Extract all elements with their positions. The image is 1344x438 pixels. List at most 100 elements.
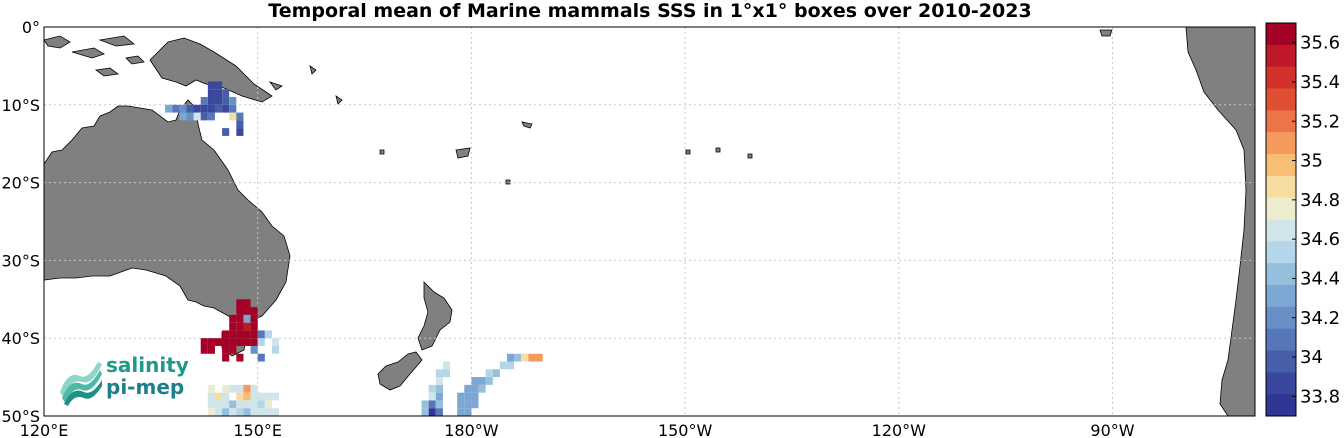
sss-box (207, 408, 215, 416)
sss-box (229, 112, 237, 121)
sss-box (207, 384, 215, 393)
wave-logo-icon (60, 362, 102, 406)
sss-box (514, 353, 522, 362)
sss-box (165, 104, 173, 113)
colorbar-swatch (1266, 306, 1296, 330)
sss-box (236, 384, 244, 393)
sss-box (257, 353, 265, 362)
sss-box (243, 330, 251, 339)
colorbar-swatch (1266, 23, 1296, 46)
sss-box (214, 97, 223, 105)
sss-box (236, 400, 244, 409)
sss-box (421, 408, 429, 416)
sss-box (186, 104, 194, 113)
colorbar-swatch (1266, 132, 1296, 155)
sss-box (222, 400, 230, 409)
sss-box (250, 392, 258, 401)
sss-box (236, 338, 244, 346)
colorbar-swatch (1266, 175, 1296, 199)
lat-tick-label: 10°S (1, 96, 40, 115)
sss-box (243, 392, 251, 401)
sss-box (421, 400, 429, 409)
colorbar-tick-label: 34 (1300, 347, 1323, 368)
sss-box (207, 97, 215, 105)
sss-box (222, 392, 230, 401)
sss-box (200, 338, 208, 346)
colorbar-frame (1265, 22, 1297, 417)
sss-box (243, 307, 251, 315)
colorbar-tick-label: 35.6 (1300, 33, 1340, 54)
sss-box (222, 330, 230, 339)
sss-box (214, 392, 223, 401)
colorbar-swatch (1266, 394, 1296, 417)
new-guinea-island (149, 37, 273, 103)
colorbar-tick-label: 33.8 (1300, 386, 1340, 407)
sss-box (257, 330, 265, 339)
sss-box (257, 408, 265, 416)
logo-text-pi-mep: pi-mep (106, 375, 185, 399)
sss-box (193, 112, 201, 121)
sss-box (435, 377, 443, 385)
sss-box (464, 400, 472, 409)
longitude-tick-labels: 120°E 150°E 180°W 150°W 120°W 90°W (20, 421, 1135, 438)
sss-box (471, 392, 479, 401)
sss-box (464, 408, 472, 416)
sss-box (457, 392, 465, 401)
sss-box (250, 338, 258, 346)
latitude-tick-labels: 0° 10°S 20°S 30°S 40°S 50°S (1, 18, 40, 426)
logo-text-salinity: salinity (106, 353, 189, 377)
sss-box (236, 392, 244, 401)
sss-box (222, 338, 230, 346)
sss-box (200, 345, 208, 354)
sss-box (471, 400, 479, 409)
sss-box (250, 307, 258, 315)
sss-box (236, 330, 244, 339)
lat-tick-label: 0° (22, 18, 40, 37)
colorbar-tick-label: 35.4 (1300, 72, 1340, 93)
sss-box (207, 81, 215, 90)
sss-box (236, 307, 244, 315)
sss-box (457, 408, 465, 416)
colorbar-swatch (1266, 154, 1296, 177)
sss-box-layer (165, 81, 543, 416)
colorbar-swatch (1266, 285, 1296, 308)
sss-box (478, 384, 486, 393)
lon-tick-label: 180°W (444, 421, 499, 438)
sss-box (435, 408, 443, 416)
sss-box (243, 408, 251, 416)
sss-box (535, 353, 543, 362)
lat-tick-label: 20°S (1, 174, 40, 193)
sss-box (257, 392, 265, 401)
sss-box (250, 384, 258, 393)
sss-box (264, 330, 272, 339)
sss-box (271, 345, 280, 354)
sss-box (442, 369, 451, 378)
tropical-pacific-islands (268, 29, 1113, 105)
sss-box (207, 345, 215, 354)
sss-box (236, 408, 244, 416)
sss-box (214, 400, 223, 409)
sss-box (172, 104, 180, 113)
sss-box (229, 322, 237, 331)
lon-tick-label: 90°W (1090, 421, 1134, 438)
sss-box (243, 299, 251, 308)
colorbar-swatch (1266, 372, 1296, 395)
sss-box (471, 377, 479, 385)
sss-box (485, 377, 493, 385)
sss-box (229, 384, 237, 393)
sss-box (229, 345, 237, 354)
lon-tick-label: 120°W (872, 421, 927, 438)
colorbar-tick-labels: 35.6 35.4 35.2 35 34.8 34.6 34.4 34.2 34 33.8 (1292, 33, 1340, 407)
sss-box (464, 384, 472, 393)
sss-box (179, 104, 187, 113)
sss-box (250, 330, 258, 339)
sss-box (507, 361, 515, 370)
sss-box (428, 392, 436, 401)
colorbar-tick-label: 35 (1300, 151, 1323, 172)
sss-box (250, 408, 258, 416)
sss-box (207, 392, 215, 401)
figure-title: Temporal mean of Marine mammals SSS in 1… (268, 0, 1032, 22)
sss-box (214, 338, 223, 346)
sss-box (264, 392, 272, 401)
